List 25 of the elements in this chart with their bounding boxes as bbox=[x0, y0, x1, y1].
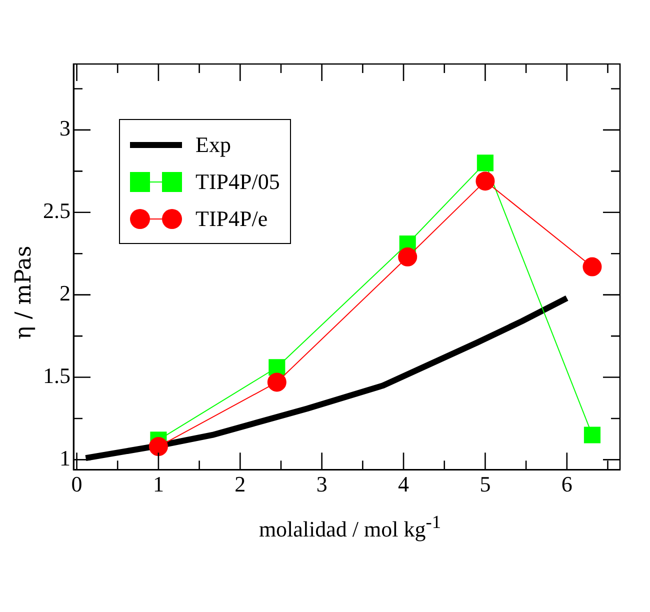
y-tick-label: 1.5 bbox=[43, 363, 70, 388]
x-tick-label: 6 bbox=[561, 472, 572, 497]
point bbox=[398, 247, 418, 266]
x-tick-label: 4 bbox=[398, 472, 410, 497]
point bbox=[268, 359, 286, 376]
legend-label: TIP4P/e bbox=[196, 206, 268, 232]
legend-label: Exp bbox=[196, 132, 231, 158]
y-axis-title: η / mPas bbox=[12, 244, 36, 342]
y-tick-label: 1 bbox=[60, 445, 70, 470]
y-tick-label: 2.5 bbox=[43, 198, 70, 224]
point bbox=[476, 154, 494, 172]
y-tick-label: 2 bbox=[60, 280, 70, 306]
point bbox=[582, 257, 602, 276]
legend-label: TIP4P/05 bbox=[196, 168, 280, 194]
x-tick-label: 0 bbox=[71, 472, 82, 497]
point bbox=[476, 172, 495, 191]
x-tick-label: 2 bbox=[234, 472, 246, 497]
point bbox=[148, 437, 168, 456]
x-axis-title: molalidad / mol kg$^{-1}$ bbox=[258, 512, 442, 542]
x-tick-label: 5 bbox=[480, 472, 491, 497]
point bbox=[584, 426, 601, 444]
y-tick-label: 3 bbox=[60, 116, 70, 141]
x-tick-label: 3 bbox=[316, 472, 328, 497]
point bbox=[267, 372, 286, 392]
x-tick-label: 1 bbox=[152, 472, 164, 497]
